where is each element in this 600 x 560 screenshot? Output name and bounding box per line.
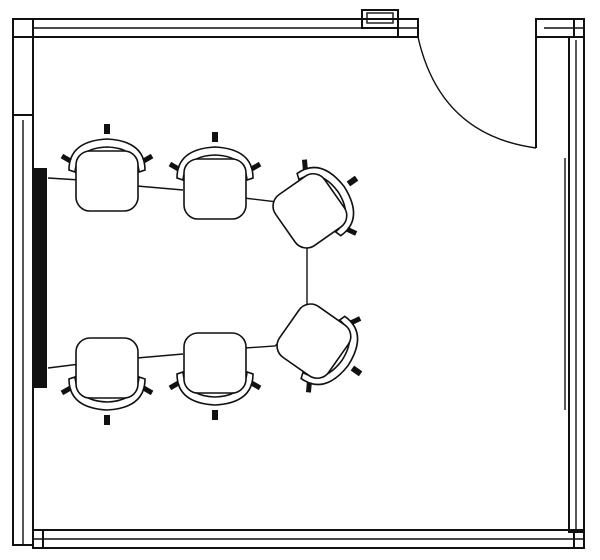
room-walls: [12, 9, 585, 549]
chair[interactable]: [60, 337, 154, 425]
left-wall: [12, 36, 34, 546]
door-swing-arc: [417, 36, 537, 149]
chair[interactable]: [168, 332, 262, 420]
chair[interactable]: [168, 132, 262, 220]
door: [417, 36, 537, 149]
wall-fixture: [361, 9, 399, 29]
table-outline: [47, 177, 308, 369]
top-wall-right: [535, 18, 585, 38]
right-wall: [564, 36, 585, 533]
chair[interactable]: [60, 124, 154, 212]
chairs: [60, 124, 387, 425]
bottom-wall: [32, 529, 585, 549]
chair[interactable]: [263, 286, 387, 412]
top-wall: [12, 18, 419, 38]
wall-screen: [33, 168, 47, 388]
chair[interactable]: [259, 140, 383, 266]
